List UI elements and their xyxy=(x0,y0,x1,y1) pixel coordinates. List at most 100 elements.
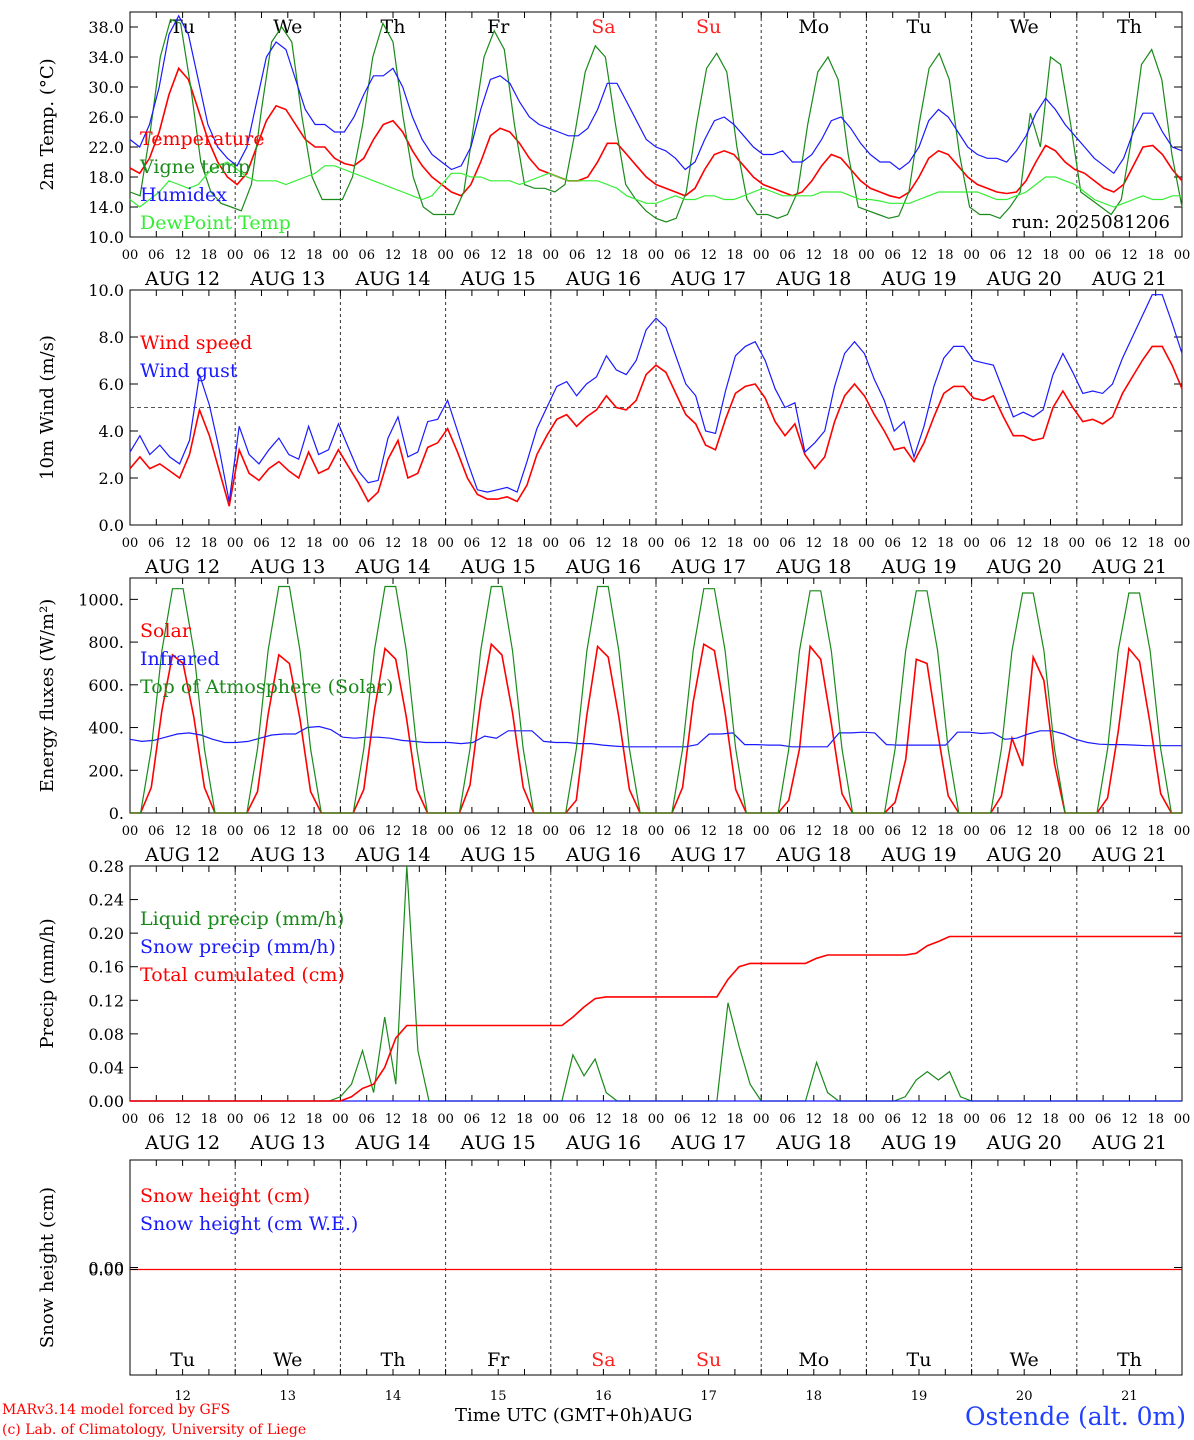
hour-tick-label: 06 xyxy=(1095,248,1112,263)
day-name-label: We xyxy=(1010,1349,1039,1371)
y-tick-label: 14.0 xyxy=(88,198,124,217)
y-tick-label: 0.00 xyxy=(88,1261,124,1280)
legend-entry: Humidex xyxy=(140,184,227,206)
hour-tick-label: 12 xyxy=(911,248,928,263)
hour-tick-label: 06 xyxy=(779,536,796,551)
hour-tick-label: 00 xyxy=(1174,248,1191,263)
hour-tick-label: 18 xyxy=(621,248,638,263)
hour-tick-label: 00 xyxy=(1069,824,1086,839)
date-label: AUG 21 xyxy=(1091,1132,1167,1154)
hour-tick-label: 06 xyxy=(148,248,165,263)
hour-tick-label: 06 xyxy=(464,824,481,839)
y-tick-label: 0.16 xyxy=(88,958,124,977)
hour-tick-label: 06 xyxy=(884,536,901,551)
hour-tick-label: 12 xyxy=(700,536,717,551)
hour-tick-label: 00 xyxy=(332,248,349,263)
hour-tick-label: 00 xyxy=(858,1112,875,1127)
date-label: AUG 12 xyxy=(144,1132,220,1154)
hour-tick-label: 06 xyxy=(779,248,796,263)
legend-entry: Snow height (cm) xyxy=(140,1185,310,1207)
hour-tick-label: 00 xyxy=(753,1112,770,1127)
panel-5: 0.00 Snow height (cm) Snow height (cm) Snow… xyxy=(37,1159,1183,1404)
series-line-infrared xyxy=(129,725,1182,748)
y-axis-label: Energy fluxes (W/m²) xyxy=(37,599,58,793)
hour-tick-label: 00 xyxy=(963,824,980,839)
hour-tick-label: 18 xyxy=(1042,536,1059,551)
hour-tick-label: 06 xyxy=(358,824,375,839)
hour-tick-label: 00 xyxy=(1174,824,1191,839)
y-tick-label: 26.0 xyxy=(88,108,124,127)
y-tick-label: 800. xyxy=(88,633,124,652)
hour-tick-label: 18 xyxy=(1042,248,1059,263)
hour-tick-label: 18 xyxy=(937,536,954,551)
hour-tick-label: 06 xyxy=(990,1112,1007,1127)
hour-tick-label: 18 xyxy=(306,824,323,839)
hour-tick-label: 06 xyxy=(253,824,270,839)
hour-tick-label: 06 xyxy=(674,536,691,551)
day-number-label: 12 xyxy=(174,1389,191,1404)
date-label: AUG 14 xyxy=(354,1132,430,1154)
hour-tick-label: 12 xyxy=(1121,1112,1138,1127)
day-name-label: Th xyxy=(381,16,406,38)
hour-tick-label: 00 xyxy=(227,536,244,551)
hour-tick-label: 18 xyxy=(516,536,533,551)
date-label: AUG 19 xyxy=(880,268,956,290)
hour-tick-label: 18 xyxy=(727,248,744,263)
hour-tick-label: 12 xyxy=(806,824,823,839)
hour-tick-label: 18 xyxy=(411,1112,428,1127)
y-tick-label: 1000. xyxy=(78,590,124,609)
day-name-label: We xyxy=(273,1349,302,1371)
hour-tick-label: 06 xyxy=(148,1112,165,1127)
hour-tick-label: 18 xyxy=(201,824,218,839)
hour-tick-label: 12 xyxy=(174,1112,191,1127)
hour-tick-label: 12 xyxy=(1016,248,1033,263)
hour-tick-label: 00 xyxy=(1069,248,1086,263)
date-label: AUG 16 xyxy=(565,556,641,578)
hour-tick-label: 12 xyxy=(385,536,402,551)
hour-tick-label: 12 xyxy=(490,248,507,263)
hour-tick-label: 06 xyxy=(358,1112,375,1127)
hour-tick-label: 00 xyxy=(648,536,665,551)
hour-tick-label: 18 xyxy=(727,824,744,839)
hour-tick-label: 00 xyxy=(437,1112,454,1127)
hour-tick-label: 06 xyxy=(990,536,1007,551)
y-axis-label: Precip (mm/h) xyxy=(37,918,58,1048)
hour-tick-label: 12 xyxy=(806,536,823,551)
date-label: AUG 21 xyxy=(1091,556,1167,578)
date-label: AUG 13 xyxy=(249,556,325,578)
y-axis-label: 10m Wind (m/s) xyxy=(37,335,58,480)
hour-tick-label: 18 xyxy=(832,824,849,839)
legend-entry: Wind gust xyxy=(140,360,238,382)
day-name-label: Th xyxy=(1117,16,1142,38)
hour-tick-label: 06 xyxy=(464,1112,481,1127)
hour-tick-label: 00 xyxy=(1069,536,1086,551)
y-axis-label: 2m Temp. (°C) xyxy=(37,58,58,190)
hour-tick-label: 06 xyxy=(569,1112,586,1127)
series-line-humidex xyxy=(129,14,1183,175)
hour-tick-label: 00 xyxy=(1069,1112,1086,1127)
hour-tick-label: 00 xyxy=(543,536,560,551)
y-tick-label: 0.12 xyxy=(88,991,124,1010)
day-name-label: We xyxy=(273,16,302,38)
hour-tick-label: 00 xyxy=(1174,536,1191,551)
legend-entry: Wind speed xyxy=(140,332,252,354)
hour-tick-label: 06 xyxy=(674,248,691,263)
hour-tick-label: 06 xyxy=(1095,1112,1112,1127)
y-tick-label: 6.0 xyxy=(99,375,124,394)
date-label: AUG 20 xyxy=(986,844,1062,866)
legend-entry: Snow precip (mm/h) xyxy=(140,936,336,958)
y-axis-label: Snow height (cm) xyxy=(37,1187,58,1348)
x-title: Time UTC (GMT+0h) xyxy=(455,1405,650,1426)
hour-tick-label: 12 xyxy=(385,248,402,263)
hour-tick-label: 00 xyxy=(227,1112,244,1127)
hour-tick-label: 18 xyxy=(621,1112,638,1127)
date-label: AUG 15 xyxy=(460,268,536,290)
hour-tick-label: 12 xyxy=(280,536,297,551)
legend-entry: Top of Atmosphere (Solar) xyxy=(140,676,393,698)
hour-tick-label: 12 xyxy=(174,248,191,263)
day-number-label: 20 xyxy=(1016,1389,1033,1404)
date-label: AUG 12 xyxy=(144,556,220,578)
hour-tick-label: 18 xyxy=(937,824,954,839)
date-label: AUG 20 xyxy=(986,1132,1062,1154)
hour-tick-label: 06 xyxy=(990,248,1007,263)
